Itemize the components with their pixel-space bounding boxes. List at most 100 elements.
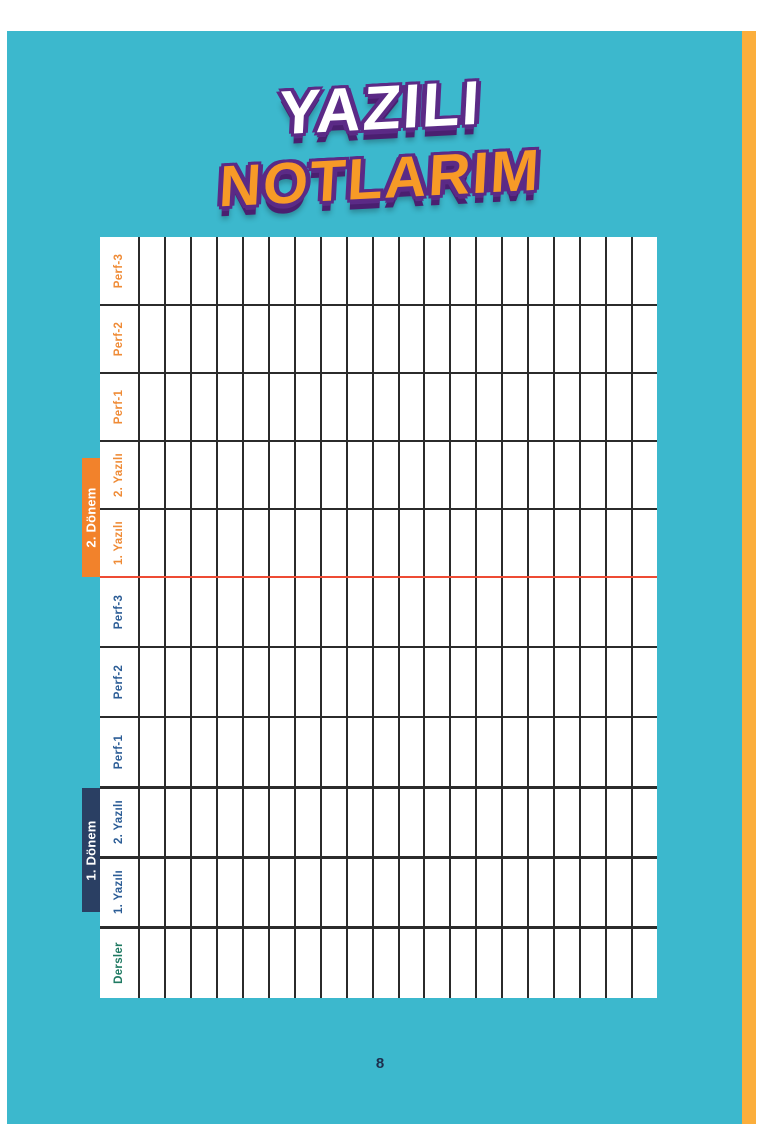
grade-cell[interactable] bbox=[555, 373, 582, 441]
grade-cell[interactable] bbox=[244, 509, 270, 577]
grade-cell[interactable] bbox=[140, 509, 166, 577]
grade-cell[interactable] bbox=[140, 305, 166, 373]
grade-cell[interactable] bbox=[296, 857, 322, 928]
grade-cell[interactable] bbox=[607, 305, 634, 373]
grade-cell[interactable] bbox=[374, 787, 400, 858]
grade-cell[interactable] bbox=[581, 717, 608, 788]
grade-cell[interactable] bbox=[166, 927, 192, 998]
grade-cell[interactable] bbox=[270, 305, 296, 373]
grade-cell[interactable] bbox=[192, 717, 218, 788]
grade-cell[interactable] bbox=[140, 373, 166, 441]
grade-cell[interactable] bbox=[244, 857, 270, 928]
grade-cell[interactable] bbox=[503, 857, 530, 928]
grade-cell[interactable] bbox=[633, 647, 657, 717]
grade-cell[interactable] bbox=[400, 577, 426, 648]
grade-cell[interactable] bbox=[607, 787, 634, 858]
grade-cell[interactable] bbox=[451, 927, 478, 998]
grade-cell[interactable] bbox=[607, 441, 634, 509]
grade-cell[interactable] bbox=[555, 787, 582, 858]
grade-cell[interactable] bbox=[633, 857, 657, 927]
grade-cell[interactable] bbox=[400, 237, 426, 305]
grade-cell[interactable] bbox=[633, 305, 657, 373]
grade-cell[interactable] bbox=[477, 509, 504, 577]
term-tab-2-donem[interactable]: 2. Dönem bbox=[82, 458, 100, 577]
grade-cell[interactable] bbox=[218, 577, 244, 648]
grade-cell[interactable] bbox=[192, 577, 218, 648]
grade-cell[interactable] bbox=[477, 577, 504, 648]
grade-cell[interactable] bbox=[192, 373, 218, 441]
grade-cell[interactable] bbox=[374, 373, 400, 441]
grade-cell[interactable] bbox=[400, 509, 426, 577]
grade-cell[interactable] bbox=[581, 373, 608, 441]
grade-cell[interactable] bbox=[607, 927, 634, 998]
grade-cell[interactable] bbox=[244, 647, 270, 718]
grade-cell[interactable] bbox=[555, 857, 582, 928]
grade-cell[interactable] bbox=[451, 373, 478, 441]
grade-cell[interactable] bbox=[296, 647, 322, 718]
grade-cell[interactable] bbox=[166, 857, 192, 928]
grade-cell[interactable] bbox=[270, 787, 296, 858]
grade-cell[interactable] bbox=[270, 927, 296, 998]
grade-cell[interactable] bbox=[270, 509, 296, 577]
grade-cell[interactable] bbox=[166, 305, 192, 373]
grade-cell[interactable] bbox=[348, 577, 374, 648]
grade-cell[interactable] bbox=[322, 373, 348, 441]
grade-cell[interactable] bbox=[425, 647, 452, 718]
grade-cell[interactable] bbox=[348, 237, 374, 305]
grade-cell[interactable] bbox=[400, 857, 426, 928]
grade-cell[interactable] bbox=[374, 577, 400, 648]
grade-cell[interactable] bbox=[374, 717, 400, 788]
grade-cell[interactable] bbox=[218, 787, 244, 858]
grade-cell[interactable] bbox=[451, 509, 478, 577]
grade-cell[interactable] bbox=[607, 237, 634, 305]
grade-cell[interactable] bbox=[296, 577, 322, 648]
grade-cell[interactable] bbox=[140, 717, 166, 788]
grade-cell[interactable] bbox=[503, 237, 530, 305]
grade-cell[interactable] bbox=[633, 373, 657, 441]
grade-cell[interactable] bbox=[503, 305, 530, 373]
grade-cell[interactable] bbox=[140, 237, 166, 305]
grade-cell[interactable] bbox=[270, 647, 296, 718]
grade-cell[interactable] bbox=[166, 373, 192, 441]
grade-cell[interactable] bbox=[166, 787, 192, 858]
grade-cell[interactable] bbox=[581, 305, 608, 373]
grade-cell[interactable] bbox=[425, 509, 452, 577]
grade-cell[interactable] bbox=[270, 373, 296, 441]
grade-cell[interactable] bbox=[218, 373, 244, 441]
grade-cell[interactable] bbox=[166, 509, 192, 577]
grade-cell[interactable] bbox=[348, 509, 374, 577]
grade-cell[interactable] bbox=[140, 787, 166, 858]
grade-cell[interactable] bbox=[192, 305, 218, 373]
grade-cell[interactable] bbox=[322, 577, 348, 648]
grade-cell[interactable] bbox=[322, 237, 348, 305]
grade-cell[interactable] bbox=[244, 787, 270, 858]
grade-cell[interactable] bbox=[503, 509, 530, 577]
grade-cell[interactable] bbox=[140, 647, 166, 718]
grade-cell[interactable] bbox=[451, 237, 478, 305]
grade-cell[interactable] bbox=[348, 787, 374, 858]
grade-cell[interactable] bbox=[244, 373, 270, 441]
grade-cell[interactable] bbox=[555, 717, 582, 788]
grade-cell[interactable] bbox=[140, 927, 166, 998]
grade-cell[interactable] bbox=[400, 717, 426, 788]
grade-cell[interactable] bbox=[425, 577, 452, 648]
grade-cell[interactable] bbox=[503, 647, 530, 718]
grade-cell[interactable] bbox=[218, 647, 244, 718]
grade-cell[interactable] bbox=[348, 717, 374, 788]
grade-cell[interactable] bbox=[529, 509, 556, 577]
grade-cell[interactable] bbox=[244, 717, 270, 788]
grade-cell[interactable] bbox=[322, 857, 348, 928]
grade-cell[interactable] bbox=[322, 927, 348, 998]
grade-cell[interactable] bbox=[555, 305, 582, 373]
grade-cell[interactable] bbox=[348, 373, 374, 441]
grade-cell[interactable] bbox=[425, 857, 452, 928]
grade-cell[interactable] bbox=[296, 717, 322, 788]
grade-cell[interactable] bbox=[607, 577, 634, 648]
grade-cell[interactable] bbox=[555, 927, 582, 998]
grade-cell[interactable] bbox=[477, 927, 504, 998]
grade-cell[interactable] bbox=[166, 647, 192, 718]
grade-cell[interactable] bbox=[322, 647, 348, 718]
grade-cell[interactable] bbox=[529, 787, 556, 858]
term-tab-1-donem[interactable]: 1. Dönem bbox=[82, 788, 100, 912]
grade-cell[interactable] bbox=[555, 509, 582, 577]
